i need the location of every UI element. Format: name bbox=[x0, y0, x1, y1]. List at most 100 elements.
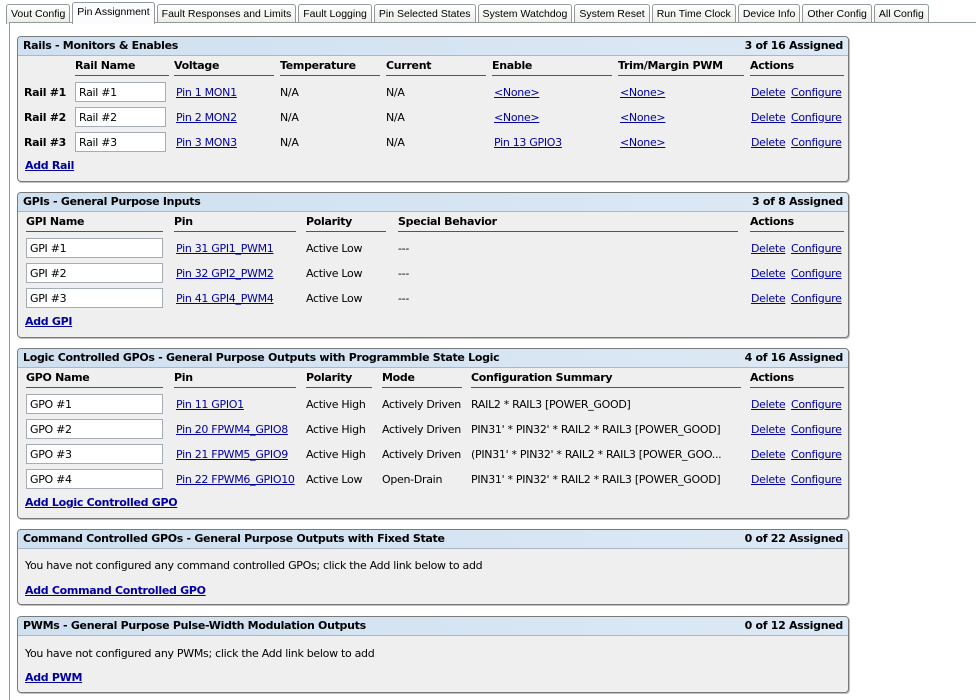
gpo-pin-link-cell: Pin 22 FPWM6_GPIO10 bbox=[176, 469, 301, 489]
delete-link[interactable]: Delete bbox=[751, 422, 786, 436]
configure-link[interactable]: Configure bbox=[791, 472, 842, 486]
mode-value-cell: Actively Driven bbox=[382, 419, 470, 439]
temperature-value-cell: N/A bbox=[280, 107, 380, 127]
configuration-summary: PIN31' * PIN32' * RAIL2 * RAIL3 [POWER_G… bbox=[471, 422, 721, 436]
gpo-name-input-cell: GPO #3 bbox=[26, 444, 163, 464]
rail-label-cell: Rail #1 bbox=[24, 82, 74, 102]
table-row: GPO #1 Pin 11 GPIO1 Active High Actively Dr… bbox=[18, 394, 848, 414]
rail-name-input[interactable]: Rail #1 bbox=[75, 82, 166, 102]
configure-link[interactable]: Configure bbox=[791, 447, 842, 461]
trim-pwm-link[interactable]: <None> bbox=[620, 135, 666, 149]
tab-run-time-clock[interactable]: Run Time Clock bbox=[651, 4, 736, 24]
rail-name-input[interactable]: Rail #2 bbox=[75, 107, 166, 127]
tab-vout-config[interactable]: Vout Config bbox=[6, 4, 71, 24]
trim-pwm-link-cell: <None> bbox=[620, 132, 740, 152]
delete-link-cell: Delete bbox=[751, 288, 791, 308]
add-gpi-link[interactable]: Add GPI bbox=[25, 315, 73, 328]
gpo-pin-link[interactable]: Pin 22 FPWM6_GPIO10 bbox=[176, 472, 295, 486]
tab-pin-selected-states[interactable]: Pin Selected States bbox=[373, 4, 476, 24]
configure-link[interactable]: Configure bbox=[791, 291, 842, 305]
table-row: Rail #3 Rail #3 Pin 3 MON3 N/A N/A Pin 13 GPI… bbox=[18, 132, 848, 152]
configure-link[interactable]: Configure bbox=[791, 266, 842, 280]
configure-link[interactable]: Configure bbox=[791, 397, 842, 411]
polarity-value-cell: Active Low bbox=[306, 263, 396, 283]
delete-link[interactable]: Delete bbox=[751, 447, 786, 461]
column-header: Special Behavior bbox=[398, 215, 497, 228]
gpo-pin-link[interactable]: Pin 20 FPWM4_GPIO8 bbox=[176, 422, 288, 436]
configure-link[interactable]: Configure bbox=[791, 110, 842, 124]
voltage-pin-link-cell: Pin 1 MON1 bbox=[176, 82, 276, 102]
assigned-count: 3 of 8 Assigned bbox=[751, 195, 843, 208]
tab-bar: Vout Config Pin Assignment Fault Responses… bbox=[6, 2, 931, 24]
tab-other-config[interactable]: Other Config bbox=[802, 4, 872, 24]
gpi-pin-link-cell: Pin 41 GPI4_PWM4 bbox=[176, 288, 301, 308]
add-gpo-link[interactable]: Add Logic Controlled GPO bbox=[25, 496, 178, 509]
delete-link[interactable]: Delete bbox=[751, 291, 786, 305]
tab-pin-assignment[interactable]: Pin Assignment bbox=[72, 2, 155, 24]
temperature-value: N/A bbox=[280, 135, 299, 149]
tab-system-reset[interactable]: System Reset bbox=[574, 4, 650, 24]
polarity-value-cell: Active High bbox=[306, 419, 381, 439]
enable-pin-link[interactable]: Pin 13 GPIO3 bbox=[494, 135, 562, 149]
gpi-pin-link[interactable]: Pin 32 GPI2_PWM2 bbox=[176, 266, 274, 280]
mode-value: Actively Driven bbox=[382, 397, 461, 411]
gpo-name-input[interactable]: GPO #3 bbox=[26, 444, 163, 464]
tab-device-info[interactable]: Device Info bbox=[737, 4, 801, 24]
column-header-cell: Actions bbox=[750, 370, 844, 388]
tab-fault-responses-and-limits[interactable]: Fault Responses and Limits bbox=[156, 4, 297, 24]
delete-link[interactable]: Delete bbox=[751, 241, 786, 255]
delete-link[interactable]: Delete bbox=[751, 135, 786, 149]
table-row: Rail Name Voltage Temperature Current Enable… bbox=[18, 58, 848, 78]
gpo-name-input[interactable]: GPO #2 bbox=[26, 419, 163, 439]
configure-link[interactable]: Configure bbox=[791, 85, 842, 99]
configuration-summary: PIN31' * PIN32' * RAIL2 * RAIL3 [POWER_G… bbox=[471, 472, 721, 486]
add-rail-link[interactable]: Add Rail bbox=[25, 159, 75, 172]
polarity-value-cell: Active Low bbox=[306, 238, 396, 258]
delete-link[interactable]: Delete bbox=[751, 85, 786, 99]
temperature-value: N/A bbox=[280, 85, 299, 99]
delete-link-cell: Delete bbox=[751, 394, 791, 414]
configure-link[interactable]: Configure bbox=[791, 422, 842, 436]
polarity-value-cell: Active High bbox=[306, 444, 381, 464]
delete-link[interactable]: Delete bbox=[751, 397, 786, 411]
gpo-name-input[interactable]: GPO #4 bbox=[26, 469, 163, 489]
enable-pin-link[interactable]: <None> bbox=[494, 110, 540, 124]
mode-value: Actively Driven bbox=[382, 447, 461, 461]
delete-link[interactable]: Delete bbox=[751, 266, 786, 280]
gpo-name-input-cell: GPO #4 bbox=[26, 469, 163, 489]
tab-all-config[interactable]: All Config bbox=[873, 4, 929, 24]
trim-pwm-link[interactable]: <None> bbox=[620, 110, 666, 124]
voltage-pin-link[interactable]: Pin 2 MON2 bbox=[176, 110, 237, 124]
tab-system-watchdog[interactable]: System Watchdog bbox=[477, 4, 573, 24]
current-value: N/A bbox=[386, 110, 405, 124]
delete-link[interactable]: Delete bbox=[751, 472, 786, 486]
gpi-pin-link[interactable]: Pin 31 GPI1_PWM1 bbox=[176, 241, 274, 255]
voltage-pin-link[interactable]: Pin 1 MON1 bbox=[176, 85, 237, 99]
rail-name-input-cell: Rail #3 bbox=[75, 132, 166, 152]
trim-pwm-link-cell: <None> bbox=[620, 82, 740, 102]
add-pwm-link[interactable]: Add PWM bbox=[25, 671, 83, 684]
empty-message: You have not configured any command cont… bbox=[25, 559, 483, 572]
configure-link[interactable]: Configure bbox=[791, 241, 842, 255]
gpi-pin-link[interactable]: Pin 41 GPI4_PWM4 bbox=[176, 291, 274, 305]
gpo-pin-link[interactable]: Pin 11 GPIO1 bbox=[176, 397, 244, 411]
current-value-cell: N/A bbox=[386, 82, 486, 102]
trim-pwm-link[interactable]: <None> bbox=[620, 85, 666, 99]
polarity-value: Active Low bbox=[306, 266, 363, 280]
polarity-value: Active High bbox=[306, 447, 366, 461]
configure-link[interactable]: Configure bbox=[791, 135, 842, 149]
voltage-pin-link[interactable]: Pin 3 MON3 bbox=[176, 135, 237, 149]
voltage-pin-link-cell: Pin 2 MON2 bbox=[176, 107, 276, 127]
gpo-pin-link[interactable]: Pin 21 FPWM5_GPIO9 bbox=[176, 447, 288, 461]
add-cmd-gpo-link[interactable]: Add Command Controlled GPO bbox=[25, 584, 206, 597]
enable-pin-link[interactable]: <None> bbox=[494, 85, 540, 99]
delete-link[interactable]: Delete bbox=[751, 110, 786, 124]
gpo-name-input[interactable]: GPO #1 bbox=[26, 394, 163, 414]
tab-fault-logging[interactable]: Fault Logging bbox=[298, 4, 372, 24]
column-header-cell: Pin bbox=[174, 370, 296, 388]
gpi-name-input[interactable]: GPI #1 bbox=[26, 238, 163, 258]
rail-name-input[interactable]: Rail #3 bbox=[75, 132, 166, 152]
column-header: Pin bbox=[174, 215, 193, 228]
gpi-name-input[interactable]: GPI #2 bbox=[26, 263, 163, 283]
gpi-name-input[interactable]: GPI #3 bbox=[26, 288, 163, 308]
